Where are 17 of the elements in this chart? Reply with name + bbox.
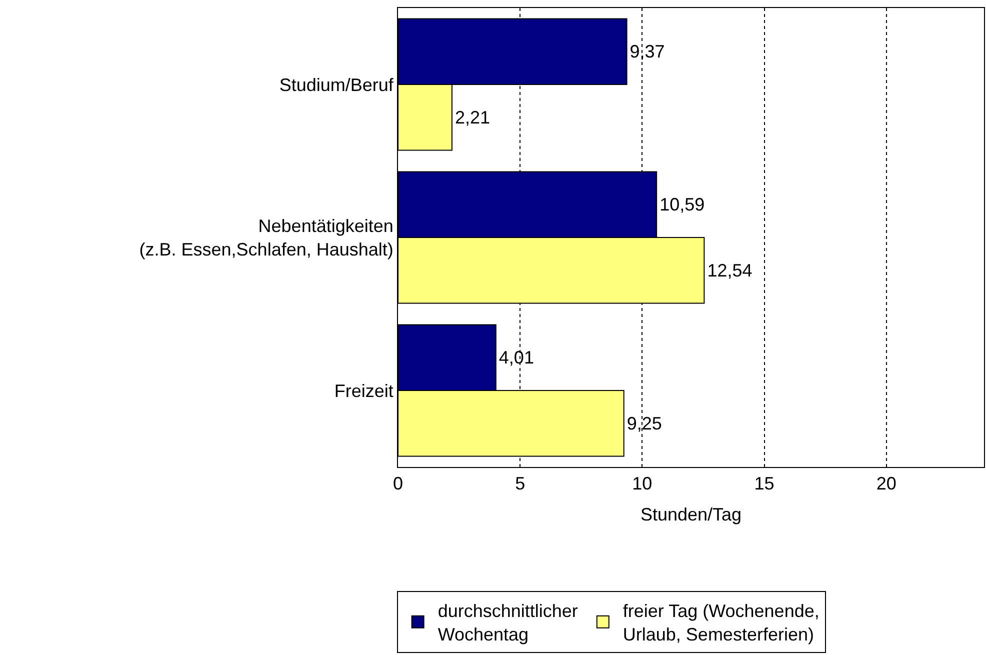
x-tick-label: 10 bbox=[632, 474, 652, 494]
y-tick-label: Nebentätigkeiten (z.B. Essen,Schlafen, Haushalt) bbox=[139, 216, 394, 260]
data-label: 9,37 bbox=[630, 42, 665, 62]
data-label: 12,54 bbox=[707, 260, 752, 280]
x-tick-label: 15 bbox=[754, 474, 774, 494]
x-tick-label: 0 bbox=[392, 474, 404, 494]
x-tick-label: 5 bbox=[515, 474, 526, 494]
data-label: 2,21 bbox=[454, 107, 490, 128]
data-label: 4,01 bbox=[498, 348, 534, 368]
x-axis-title: Stunden/Tag bbox=[640, 504, 742, 525]
x-tick-label: 20 bbox=[876, 474, 896, 494]
data-label: 10,59 bbox=[660, 194, 705, 215]
legend-label: freier Tag (Wochenende, Urlaub, Semesterferien) bbox=[622, 601, 820, 645]
legend-label: durchschnittlicher Wochentag bbox=[438, 601, 578, 645]
y-tick-label: Studium/Beruf bbox=[279, 74, 394, 95]
data-label: 9,25 bbox=[626, 413, 662, 434]
y-tick-label: Freizeit bbox=[334, 380, 394, 401]
